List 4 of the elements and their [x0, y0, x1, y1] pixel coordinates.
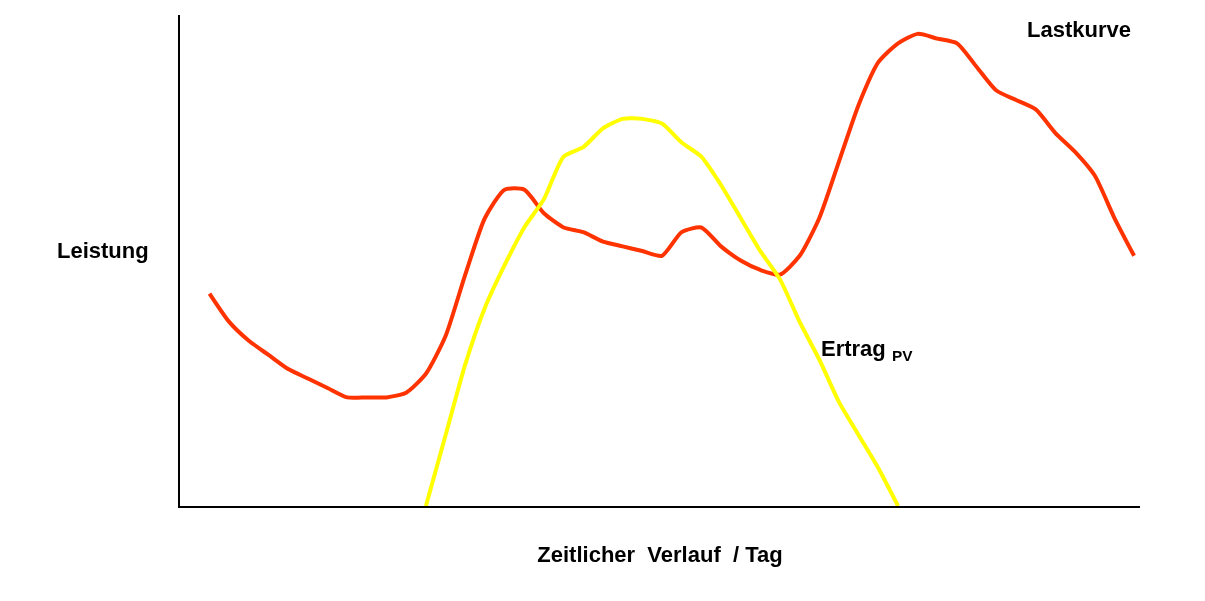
- x-axis-title: Zeitlicher Verlauf / Tag: [537, 542, 783, 568]
- series-label: Ertrag $_{PV}$: [821, 336, 914, 364]
- text: Lastkurve: [1027, 17, 1131, 42]
- y-axis-title: Leistung: [57, 238, 149, 263]
